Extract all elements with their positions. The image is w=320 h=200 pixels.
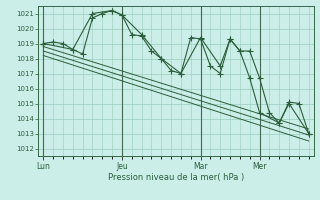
- X-axis label: Pression niveau de la mer( hPa ): Pression niveau de la mer( hPa ): [108, 173, 244, 182]
